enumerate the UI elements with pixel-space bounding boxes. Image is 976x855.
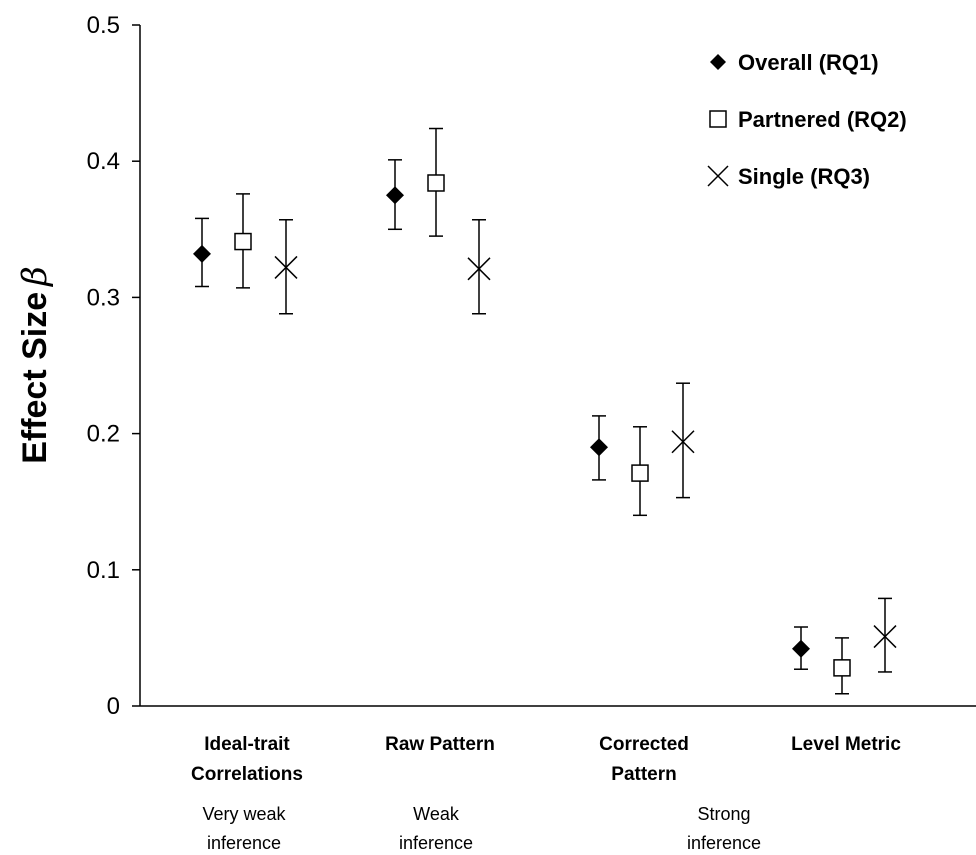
inference-label: Very weak (202, 804, 286, 824)
data-point-diamond (386, 159, 404, 231)
data-point-x (873, 597, 897, 673)
inference-label: inference (687, 833, 761, 853)
category-label: Correlations (191, 764, 303, 785)
diamond-marker (590, 438, 608, 457)
x-marker (873, 625, 897, 649)
legend-label: Single (RQ3) (738, 164, 870, 189)
square-marker (833, 659, 851, 677)
inference-labels: Very weak inference Weak inference Strong inf… (202, 804, 761, 853)
legend-item: Overall (RQ1) (710, 50, 879, 75)
y-tick-label: 0.1 (87, 557, 120, 584)
legend-square-icon (709, 110, 727, 128)
legend-diamond-icon (710, 54, 726, 70)
data-point-x (467, 219, 491, 315)
inference-label: inference (399, 833, 473, 853)
axes (139, 25, 976, 707)
data-point-diamond (590, 415, 608, 481)
data-point-diamond (792, 626, 810, 670)
data-point-square (234, 193, 252, 289)
legend-item: Partnered (RQ2) (709, 107, 907, 132)
square-marker (234, 232, 252, 251)
chart-marks (193, 127, 897, 695)
inference-label: Strong (697, 804, 750, 824)
square-marker (631, 464, 649, 482)
y-axis-ticks: 0 0.1 0.2 0.3 0.4 0.5 (87, 12, 140, 720)
data-point-square (631, 426, 649, 517)
legend-x-icon (707, 165, 729, 187)
x-marker (274, 255, 298, 279)
legend-label: Partnered (RQ2) (738, 107, 907, 132)
diamond-marker (386, 186, 404, 205)
y-tick-label: 0.2 (87, 421, 120, 448)
category-labels: Ideal-trait Correlations Raw Pattern Correc… (191, 734, 901, 785)
x-marker (671, 430, 695, 454)
category-label: Corrected (599, 734, 689, 755)
legend-label: Overall (RQ1) (738, 50, 879, 75)
legend: Overall (RQ1) Partnered (RQ2) Single (RQ3) (707, 50, 907, 189)
legend-item: Single (RQ3) (707, 164, 870, 189)
data-point-x (671, 382, 695, 499)
category-label: Pattern (611, 764, 676, 785)
inference-label: inference (207, 833, 281, 853)
square-marker (427, 174, 445, 192)
category-label: Raw Pattern (385, 734, 495, 755)
y-tick-label: 0.3 (87, 284, 120, 311)
data-point-diamond (193, 217, 211, 288)
category-label: Ideal-trait (204, 734, 290, 755)
y-tick-label: 0.4 (87, 148, 120, 175)
diamond-marker (792, 639, 810, 658)
y-tick-label: 0.5 (87, 12, 120, 39)
y-axis-label: Effect Sizeβ (15, 266, 55, 464)
data-point-square (833, 637, 851, 695)
x-marker (467, 257, 491, 281)
category-label: Level Metric (791, 734, 901, 755)
data-point-square (427, 127, 445, 237)
diamond-marker (193, 244, 211, 263)
y-tick-label: 0 (107, 693, 120, 720)
data-point-x (274, 219, 298, 315)
inference-label: Weak (413, 804, 460, 824)
